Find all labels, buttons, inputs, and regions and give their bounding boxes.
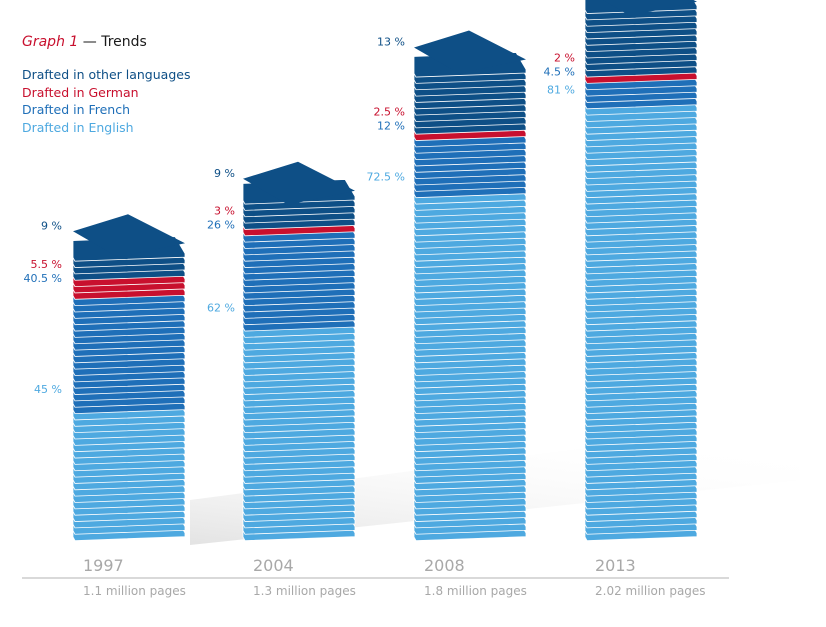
chart-title: Graph 1 — Trends [22, 34, 147, 50]
label-french-2008: 12 % [377, 120, 405, 133]
stack-top-cover [602, 0, 697, 16]
category-axis: 1997 1.1 million pages 2004 1.3 million pag… [83, 556, 706, 598]
year-label: 2008 [424, 556, 465, 575]
stack-top-cover [414, 30, 526, 74]
label-english-2008: 72.5 % [367, 170, 405, 183]
labels-2004: 62 % 26 %3 % 9 % [207, 167, 235, 315]
legend-item-german: Drafted in German [22, 84, 139, 100]
label-other-2008: 13 % [377, 36, 405, 49]
year-label: 2004 [253, 556, 294, 575]
labels-1997: 45 % 40.5 %5.5 % 9 % [24, 219, 62, 396]
year-label: 2013 [595, 556, 636, 575]
page-stack-1997 [72, 214, 186, 542]
pages-label: 1.3 million pages [253, 584, 356, 598]
label-english-1997: 45 % [34, 383, 62, 396]
legend-item-other: Drafted in other languages [22, 67, 191, 82]
label-german-2004: 3 % [214, 205, 235, 218]
category-1997: 1997 1.1 million pages [83, 556, 186, 598]
label-german-2008: 2.5 % [374, 106, 405, 119]
legend: Drafted in other languages Drafted in Ge… [22, 66, 190, 136]
category-2013: 2013 2.02 million pages [595, 556, 706, 598]
labels-2013: 81 %4.5 %2 %12.5 % [544, 52, 575, 97]
percent-labels: 45 % 40.5 %5.5 % 9 % 62 % 26 %3 % 9 % 72.5 % 12… [24, 36, 575, 397]
label-french-1997: 40.5 % [24, 272, 62, 285]
legend-item-french: Drafted in French [22, 102, 131, 117]
chart-title-rest: — Trends [78, 34, 147, 50]
pages-label: 2.02 million pages [595, 584, 706, 598]
label-english-2013: 81 % [547, 83, 575, 96]
year-label: 1997 [83, 556, 124, 575]
legend-item-english: Drafted in English [22, 119, 134, 135]
stack-top-cover [73, 214, 185, 258]
pages-label: 1.8 million pages [424, 584, 527, 598]
stack-top-cover [243, 161, 355, 205]
page-stack-2004 [242, 161, 356, 542]
label-german-1997: 5.5 % [31, 258, 62, 271]
page-stack-2008 [413, 30, 527, 542]
label-english-2004: 62 % [207, 301, 235, 314]
label-french-2004: 26 % [207, 219, 235, 232]
pages-label: 1.1 million pages [83, 584, 186, 598]
category-2008: 2008 1.8 million pages [424, 556, 527, 598]
page-stack-2013 [584, 0, 698, 542]
category-2004: 2004 1.3 million pages [253, 556, 356, 598]
label-other-2004: 9 % [214, 167, 235, 180]
chart-title-label: Graph 1 [22, 34, 79, 50]
page-stacks [72, 0, 698, 542]
label-german-2013: 2 % [554, 52, 575, 65]
label-french-2013: 4.5 % [544, 66, 575, 79]
label-other-1997: 9 % [41, 219, 62, 232]
labels-2008: 72.5 % 12 %2.5 % 13 % [367, 36, 405, 184]
